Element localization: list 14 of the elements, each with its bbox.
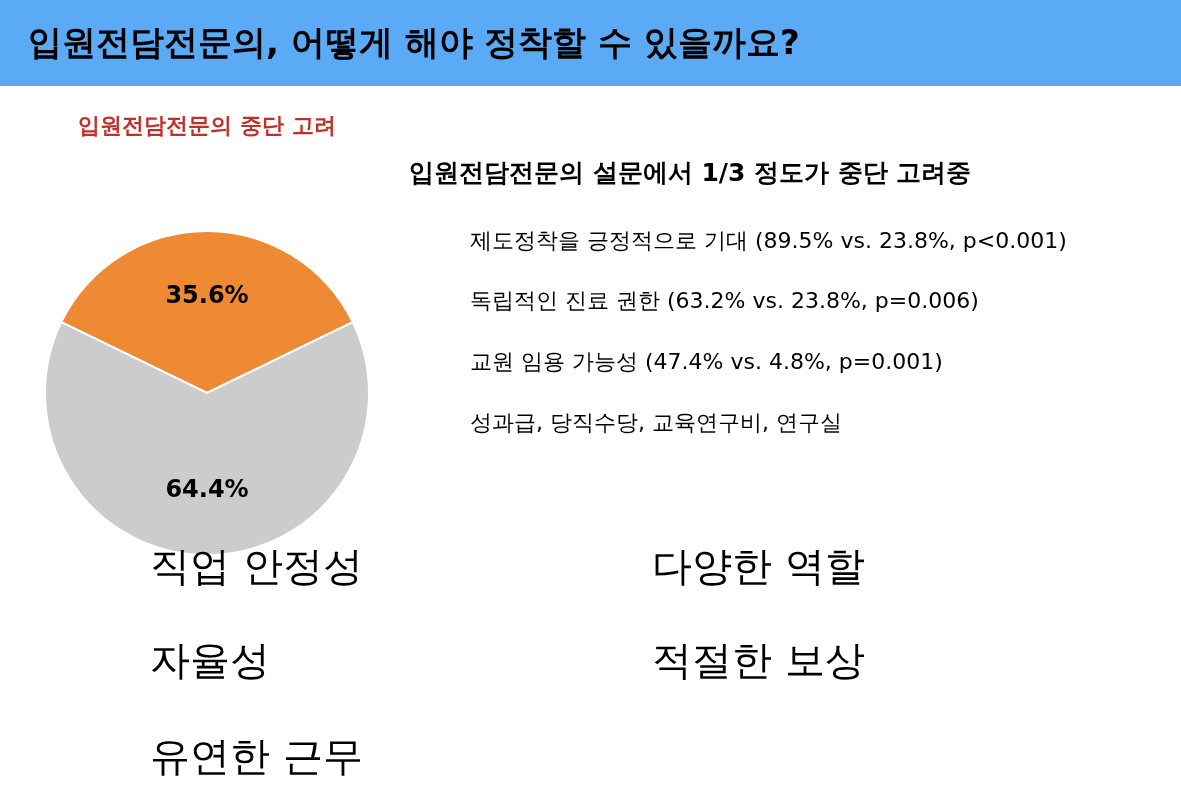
data-label: 35.6% (165, 280, 249, 309)
chart-title: 입원전담전문의, 어떻게 해야 정착할 수 있을까요? (28, 22, 800, 62)
text: 제도정착을 긍정적으로 기대 (89.5% vs. 23.8%, p<0.001) (470, 228, 1067, 253)
text: 입원전담전문의 설문에서 1/3 정도가 중단 고려중 (409, 158, 972, 187)
text: 독립적인 진료 권한 (63.2% vs. 23.8%, p=0.006) (470, 288, 979, 313)
text: 자율성 (150, 637, 270, 683)
text: 직업 안정성 (150, 543, 363, 589)
text: 적절한 보상 (652, 637, 865, 683)
text: 교원 임용 가능성 (47.4% vs. 4.8%, p=0.001) (470, 349, 943, 374)
chart-subtitle: 입원전담전문의 중단 고려 (78, 113, 336, 138)
text: 유연한 근무 (150, 733, 363, 779)
text: 성과급, 당직수당, 교육연구비, 연구실 (470, 410, 842, 435)
data-label: 64.4% (165, 475, 249, 504)
text: 다양한 역할 (652, 543, 865, 589)
